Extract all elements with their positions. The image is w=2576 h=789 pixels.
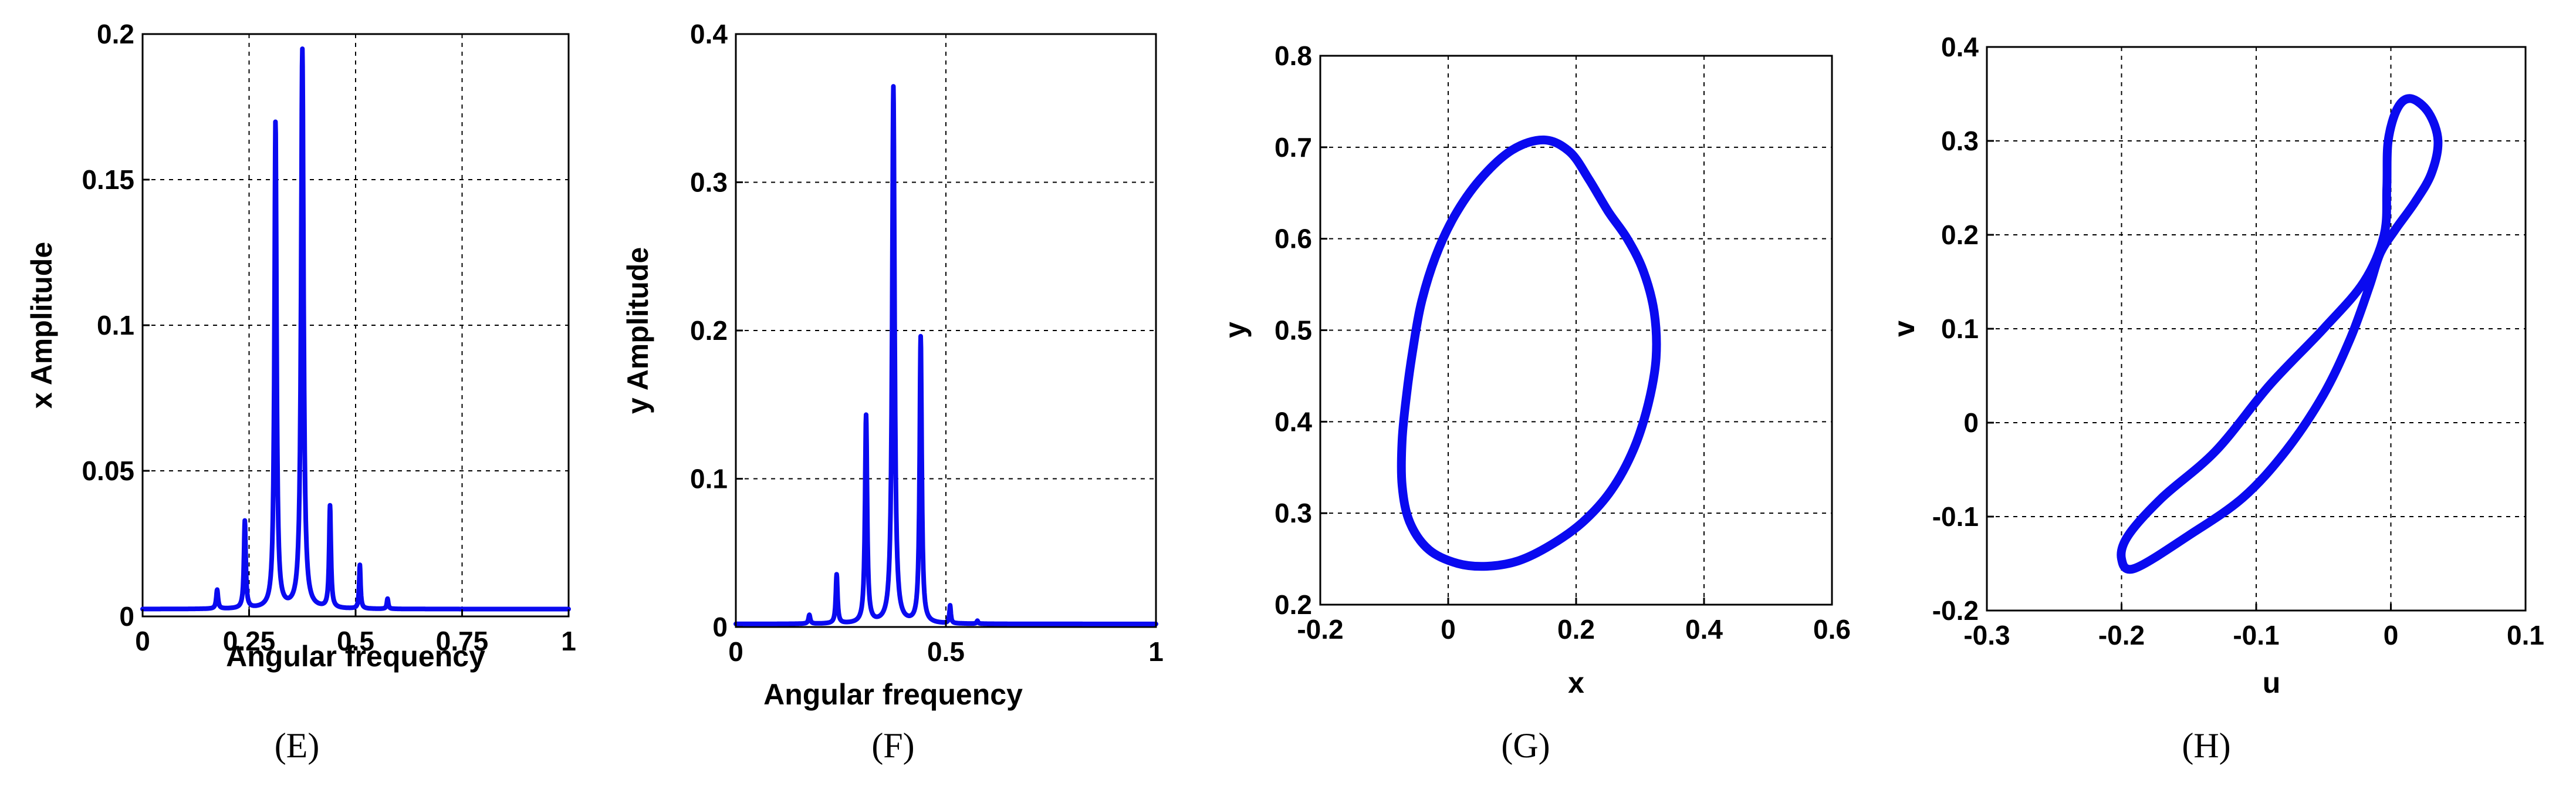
y-tick-label: 0.2 <box>690 315 728 346</box>
y-tick-label: 0.1 <box>690 464 728 494</box>
x-axis-label: Angular frequency <box>763 678 1023 711</box>
y-tick-label: 0.1 <box>97 310 134 340</box>
panel-f: 0 0.5 1 00.10.20.30.4 Angular frequency y … <box>621 19 1164 765</box>
y-tick-label: 0 <box>712 612 728 642</box>
y-tick-label: 0.4 <box>1941 32 1979 62</box>
grid-lines <box>736 34 1156 627</box>
tick-marks <box>1319 55 1833 606</box>
x-tick-label: 0 <box>2384 620 2399 650</box>
panel-g: -0.2 0 0.2 0.4 0.6 0.2 0.3 0.4 0.5 0.6 0.7 0.8 x y… <box>1219 41 1851 765</box>
grid-lines <box>1987 47 2526 611</box>
y-tick-label: 0.05 <box>82 456 134 486</box>
x-tick-label: 0.5 <box>927 636 965 667</box>
y-tick-labels: -0.2 -0.1 0 0.1 0.2 0.3 0.4 <box>1932 32 1979 626</box>
y-tick-label: -0.2 <box>1932 595 1979 626</box>
x-tick-labels: -0.3 -0.2 -0.1 0 0.1 <box>1963 620 2544 650</box>
y-tick-label: 0 <box>119 601 134 632</box>
x-tick-label: 0 <box>728 636 743 667</box>
series-line <box>140 46 571 612</box>
y-tick-label: 0.1 <box>1941 313 1979 344</box>
x-tick-label: 0.6 <box>1813 614 1851 645</box>
y-tick-label: 0.4 <box>690 19 728 49</box>
grid-lines <box>1320 56 1832 605</box>
x-tick-label: 0 <box>135 626 150 656</box>
x-tick-label: 0.75 <box>436 626 489 656</box>
panel-caption: (F) <box>871 726 914 765</box>
series-line <box>2117 94 2443 574</box>
tick-marks <box>1986 46 2527 612</box>
y-tick-label: -0.1 <box>1932 501 1979 532</box>
tick-marks <box>141 33 570 618</box>
panel-e: 0 0.25 0.5 0.75 1 0 0.05 0.1 0.15 0.2 Angular fr… <box>25 19 576 765</box>
x-tick-label: -0.1 <box>2233 620 2279 650</box>
y-tick-labels: 0.2 0.3 0.4 0.5 0.6 0.7 0.8 <box>1275 41 1312 620</box>
y-tick-label: 0.2 <box>1275 589 1312 620</box>
x-tick-label: -0.2 <box>1297 614 1343 645</box>
y-tick-label: 0.6 <box>1275 224 1312 254</box>
y-tick-label: 0.2 <box>1941 220 1979 250</box>
x-tick-label: 0 <box>1441 614 1456 645</box>
y-tick-label: 0.15 <box>82 164 134 195</box>
y-axis-label: v <box>1888 321 1921 337</box>
x-tick-labels: 0 0.5 1 <box>728 636 1164 667</box>
panel-caption: (G) <box>1501 726 1550 765</box>
y-tick-label: 0.3 <box>1941 126 1979 156</box>
x-tick-labels: 0 0.25 0.5 0.75 1 <box>135 626 576 656</box>
y-tick-label: 0.2 <box>97 19 134 49</box>
y-tick-labels: 0 0.1 0.2 0.3 0.4 <box>690 19 728 642</box>
y-axis-label: x Amplitude <box>25 242 58 409</box>
data-marks <box>140 46 571 612</box>
x-tick-label: -0.2 <box>2098 620 2145 650</box>
y-tick-label: 0.8 <box>1275 41 1312 71</box>
grid-lines <box>143 34 569 616</box>
y-tick-label: 0.3 <box>1275 498 1312 528</box>
x-axis-label: x <box>1568 666 1584 699</box>
x-axis-label: u <box>2263 666 2281 699</box>
x-tick-label: 0.25 <box>223 626 276 656</box>
x-tick-label: 1 <box>1148 636 1164 667</box>
y-tick-label: 0 <box>1963 407 1979 438</box>
x-tick-label: 0.2 <box>1557 614 1595 645</box>
data-marks <box>1397 135 1661 571</box>
panel-caption: (E) <box>275 726 320 765</box>
x-axis-label: Angular frequency <box>226 640 485 673</box>
y-tick-label: 0.4 <box>1275 406 1312 437</box>
tick-marks <box>735 33 1157 628</box>
x-tick-label: 0.1 <box>2507 620 2544 650</box>
y-tick-label: 0.7 <box>1275 132 1312 163</box>
y-tick-label: 0.3 <box>690 167 728 198</box>
x-tick-label: 0.5 <box>337 626 374 656</box>
x-tick-label: 1 <box>561 626 576 656</box>
y-tick-labels: 0 0.05 0.1 0.15 0.2 <box>82 19 134 632</box>
series-line <box>1397 135 1661 571</box>
y-tick-label: 0.5 <box>1275 315 1312 346</box>
panel-caption: (H) <box>2182 726 2230 765</box>
x-tick-labels: -0.2 0 0.2 0.4 0.6 <box>1297 614 1851 645</box>
x-tick-label: 0.4 <box>1685 614 1723 645</box>
data-marks <box>2117 94 2443 574</box>
x-tick-label: -0.3 <box>1963 620 2010 650</box>
y-axis-label: y Amplitude <box>621 247 654 414</box>
y-axis-label: y <box>1219 322 1252 338</box>
panel-h: -0.3 -0.2 -0.1 0 0.1 -0.2-0.100.10.20.30.4 u… <box>1888 32 2544 765</box>
